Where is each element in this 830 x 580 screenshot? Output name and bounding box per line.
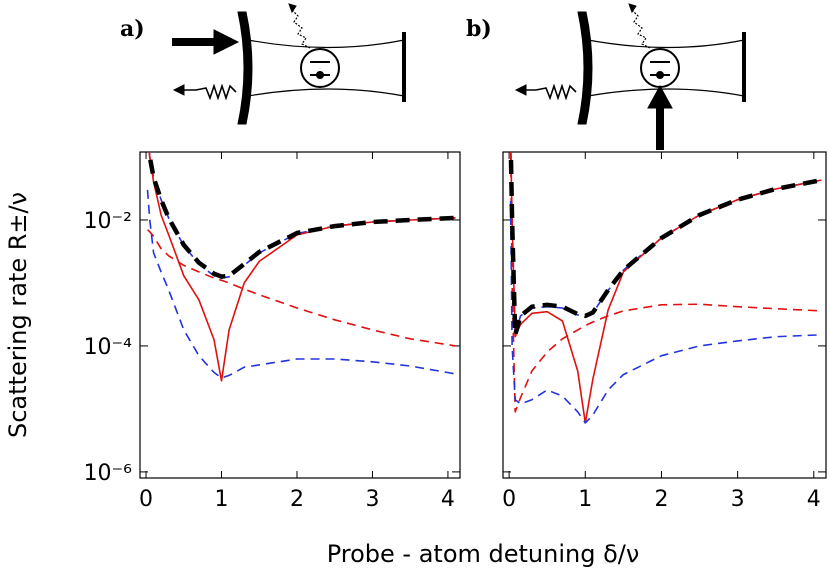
x-tick-label: 0 (139, 487, 153, 512)
x-tick-label: 4 (807, 487, 821, 512)
plot-area: 0 1 2 3 4 (502, 151, 827, 512)
series-line (508, 152, 822, 338)
plot-frame (502, 151, 827, 479)
series-line (146, 152, 456, 279)
y-tick-label: 10⁻⁴ (84, 335, 133, 360)
lines (508, 152, 822, 424)
x-tick-label: 4 (441, 487, 455, 512)
series-line (510, 152, 822, 424)
x-axis-label: Probe - atom detuning δ/ν (327, 540, 640, 568)
panel-label: b) (466, 16, 492, 42)
y-axis-label: Scattering rate R±/ν (4, 192, 32, 438)
x-tick-label: 1 (215, 487, 229, 512)
series-line (148, 152, 456, 382)
series-line (509, 152, 822, 413)
x-tick-label: 1 (578, 487, 592, 512)
x-tick-label: 2 (290, 487, 304, 512)
series-line (146, 229, 456, 347)
y-tick-label: 10⁻² (84, 209, 132, 234)
schematic-b (514, 3, 746, 150)
plot-frame (139, 151, 461, 479)
series-line (146, 189, 456, 379)
series-line (509, 200, 822, 424)
y-tick-label: 10⁻⁶ (84, 461, 133, 486)
panel-label: a) (120, 16, 145, 42)
x-tick-label: 0 (502, 487, 516, 512)
schematic-a (172, 3, 406, 125)
lines (146, 152, 456, 382)
x-tick-label: 3 (365, 487, 379, 512)
series-line (148, 152, 456, 279)
plot-area: 0 1 2 3 4 10⁻⁶ 10⁻⁴ 10⁻² (84, 151, 461, 512)
x-tick-label: 2 (654, 487, 668, 512)
x-tick-label: 3 (731, 487, 745, 512)
